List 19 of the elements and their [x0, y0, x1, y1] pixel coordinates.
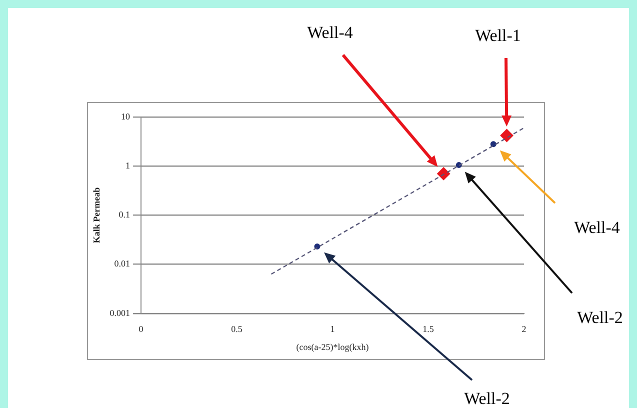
x-tick-label: 2: [522, 324, 526, 334]
x-tick-label: 1: [330, 324, 335, 334]
text: Well-2: [577, 308, 623, 327]
y-tick-label: 0.1: [118, 210, 130, 220]
text: Well-4: [307, 23, 354, 42]
y-tick-label: 0.01: [114, 258, 130, 269]
x-axis-title: (cos(a-25)*log(kxh): [296, 342, 369, 352]
text: Well-4: [574, 218, 620, 237]
x-tick-label: 0.5: [231, 324, 243, 334]
point: [490, 141, 496, 148]
x-tick-label: 0: [138, 324, 144, 334]
y-tick-label: 10: [121, 111, 131, 122]
y-tick-label: 0.001: [110, 308, 130, 318]
point: [437, 167, 450, 180]
text: Well-2: [464, 389, 510, 408]
text: Well-1: [475, 26, 521, 45]
y-tick-label: 1: [126, 160, 130, 170]
y-axis-title: Kalk Permeab: [92, 187, 102, 244]
x-tick-label: 1.5: [422, 324, 434, 334]
